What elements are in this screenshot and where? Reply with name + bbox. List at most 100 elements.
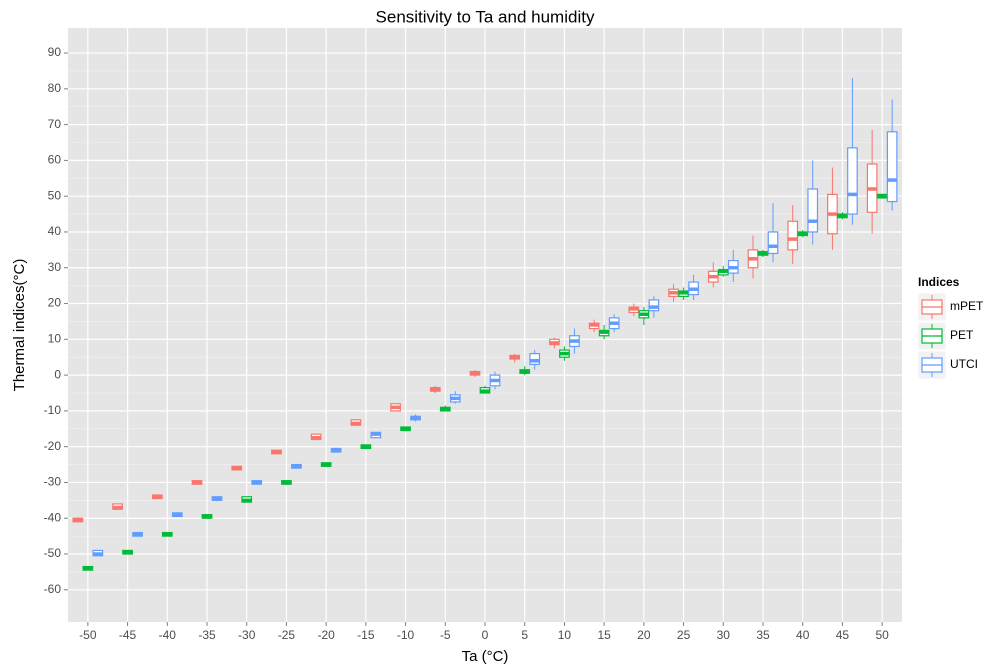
box-group (201, 514, 213, 519)
box-group (807, 160, 819, 245)
x-tick-label: -50 (79, 628, 97, 642)
y-tick-label: -50 (44, 546, 62, 560)
box-group (439, 405, 451, 412)
y-tick-label: 40 (48, 224, 62, 238)
box-group (360, 444, 372, 450)
legend-label: PET (950, 328, 974, 342)
x-tick-label: 25 (677, 628, 691, 642)
y-tick-label: 70 (48, 117, 62, 131)
box-group (281, 480, 292, 485)
box-group (320, 462, 332, 467)
y-tick-label: 50 (48, 188, 62, 202)
box-group (122, 549, 133, 555)
box-group (876, 193, 888, 199)
box-group (886, 99, 898, 211)
x-tick-label: -30 (238, 628, 256, 642)
y-axis-label: Thermal indices(°C) (11, 259, 28, 392)
x-tick-label: -10 (397, 628, 415, 642)
x-tick-label: -25 (278, 628, 296, 642)
box-group (549, 337, 560, 349)
x-axis-label: Ta (°C) (462, 648, 509, 665)
y-tick-label: -10 (44, 403, 62, 417)
box-group (132, 531, 143, 537)
box-group (410, 414, 421, 422)
box-group (648, 296, 660, 318)
y-tick-label: -60 (44, 582, 62, 596)
y-tick-label: 30 (48, 260, 62, 274)
x-tick-label: 0 (482, 628, 489, 642)
y-tick-label: -20 (44, 439, 62, 453)
box-group (727, 249, 739, 283)
box-group (400, 426, 411, 432)
box-group (608, 314, 620, 333)
box-group (370, 431, 382, 439)
box (847, 147, 858, 215)
box (529, 353, 541, 365)
box-group (588, 319, 600, 333)
x-tick-label: 5 (521, 628, 528, 642)
box-group (112, 503, 123, 510)
box-group (519, 366, 531, 376)
box-group (797, 230, 809, 238)
y-tick-label: -30 (44, 475, 62, 489)
y-tick-label: 20 (48, 296, 62, 310)
x-tick-label: 20 (637, 628, 651, 642)
box-group (251, 480, 263, 485)
box-group (241, 496, 253, 503)
box-group (707, 262, 719, 288)
box-group (390, 403, 401, 412)
x-tick-label: 45 (836, 628, 850, 642)
box-group (827, 167, 838, 250)
x-tick-label: -45 (119, 628, 137, 642)
box-group (151, 494, 163, 500)
box-group (479, 385, 491, 394)
box-group (747, 235, 759, 279)
box-group (429, 385, 441, 393)
y-tick-label: -40 (44, 510, 62, 524)
x-tick-label: 30 (717, 628, 731, 642)
box-group (569, 328, 580, 354)
box-group (837, 212, 848, 220)
box-group (469, 369, 481, 377)
box-group (191, 480, 203, 485)
box-group (72, 517, 84, 523)
x-tick-label: -35 (198, 628, 216, 642)
box-group (628, 303, 640, 317)
box-group (847, 78, 858, 225)
box-group (171, 512, 183, 518)
x-tick-label: -15 (357, 628, 375, 642)
box-group (231, 465, 243, 471)
box-group (529, 350, 541, 370)
x-tick-label: 15 (597, 628, 611, 642)
box (886, 131, 898, 203)
box (648, 299, 660, 312)
box-group (866, 129, 878, 234)
x-tick-label: 40 (796, 628, 810, 642)
box-group (509, 353, 521, 363)
box-group (559, 346, 570, 361)
y-tick-label: 10 (48, 331, 62, 345)
x-tick-label: -5 (440, 628, 451, 642)
box-group (688, 274, 699, 300)
x-tick-label: 10 (558, 628, 572, 642)
box (807, 188, 819, 233)
box-group (638, 307, 650, 325)
box-group (82, 565, 94, 571)
y-tick-label: 0 (54, 367, 61, 381)
legend-label: UTCI (950, 357, 978, 371)
box (787, 220, 799, 251)
x-tick-label: 50 (875, 628, 889, 642)
legend-title: Indices (918, 275, 960, 289)
box-group (767, 203, 779, 263)
box-group (271, 449, 282, 455)
box-group (489, 371, 501, 390)
y-tick-label: 60 (48, 153, 62, 167)
box-group (598, 325, 610, 340)
chart-title: Sensitivity to Ta and humidity (376, 7, 595, 26)
y-tick-label: 90 (48, 45, 62, 59)
box-group (310, 433, 322, 441)
legend-label: mPET (950, 299, 984, 313)
box-group (211, 496, 223, 501)
